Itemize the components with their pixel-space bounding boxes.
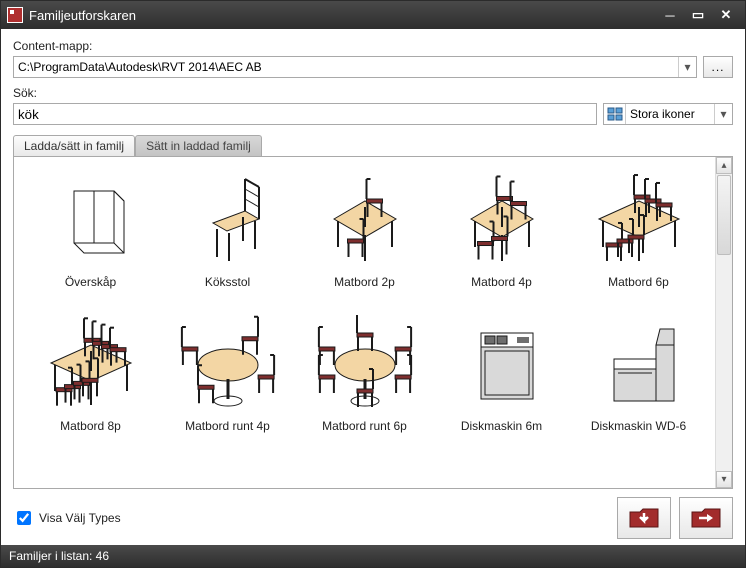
cabinet-icon: [36, 171, 146, 271]
folder-down-icon: [627, 504, 661, 532]
family-item-label: Köksstol: [205, 275, 250, 289]
content-map-label: Content-mapp:: [13, 39, 733, 53]
scroll-thumb[interactable]: [717, 175, 731, 255]
scroll-up-button[interactable]: ▴: [716, 157, 732, 174]
table6-icon: [584, 171, 694, 271]
maximize-button[interactable]: ▭: [685, 6, 711, 24]
tab-load-insert[interactable]: Ladda/sätt in familj: [13, 135, 135, 156]
family-item[interactable]: Matbord 6p: [572, 171, 705, 309]
table2-icon: [310, 171, 420, 271]
statusbar: Familjer i listan: 46: [1, 545, 745, 567]
family-item[interactable]: Matbord 8p: [24, 315, 157, 453]
minimize-button[interactable]: ─: [657, 6, 683, 24]
family-item[interactable]: Matbord runt 4p: [161, 315, 294, 453]
round6-icon: [310, 315, 420, 415]
show-types-input[interactable]: [17, 511, 31, 525]
show-types-label: Visa Välj Types: [39, 511, 121, 525]
scroll-down-button[interactable]: ▾: [716, 471, 732, 488]
dishwasher2-icon: [584, 315, 694, 415]
table8-icon: [36, 315, 146, 415]
family-item[interactable]: Matbord 4p: [435, 171, 568, 309]
insert-button[interactable]: [679, 497, 733, 539]
content-map-value: C:\ProgramData\Autodesk\RVT 2014\AEC AB: [18, 60, 262, 74]
chevron-down-icon: ▾: [678, 57, 696, 77]
app-window: Familjeutforskaren ─ ▭ ✕ Content-mapp: C…: [0, 0, 746, 568]
family-item[interactable]: Diskmaskin WD-6: [572, 315, 705, 453]
family-item-label: Matbord 4p: [471, 275, 532, 289]
tab-insert-loaded[interactable]: Sätt in laddad familj: [135, 135, 262, 156]
family-item-label: Diskmaskin 6m: [461, 419, 542, 433]
content-area: Content-mapp: C:\ProgramData\Autodesk\RV…: [1, 29, 745, 545]
family-item-label: Matbord runt 4p: [185, 419, 270, 433]
family-item[interactable]: Överskåp: [24, 171, 157, 309]
tab-strip: Ladda/sätt in familj Sätt in laddad fami…: [13, 135, 733, 156]
family-item-label: Matbord 6p: [608, 275, 669, 289]
vertical-scrollbar[interactable]: ▴ ▾: [715, 157, 732, 488]
table4-icon: [447, 171, 557, 271]
dishwasher-icon: [447, 315, 557, 415]
family-item[interactable]: Diskmaskin 6m: [435, 315, 568, 453]
folder-right-icon: [689, 504, 723, 532]
family-item-label: Överskåp: [65, 275, 116, 289]
tab-label: Ladda/sätt in familj: [24, 139, 124, 153]
chair-icon: [173, 171, 283, 271]
search-label: Sök:: [13, 86, 733, 100]
content-map-combo[interactable]: C:\ProgramData\Autodesk\RVT 2014\AEC AB …: [13, 56, 697, 78]
view-mode-text: Stora ikoner: [626, 107, 714, 121]
status-text: Familjer i listan: 46: [9, 549, 109, 563]
footer-row: Visa Välj Types: [13, 489, 733, 539]
family-grid: Överskåp Köksstol Matbord 2p: [14, 157, 715, 488]
close-button[interactable]: ✕: [713, 6, 739, 24]
action-buttons: [617, 497, 733, 539]
tab-label: Sätt in laddad familj: [146, 139, 251, 153]
large-icons-icon: [604, 104, 626, 124]
window-title: Familjeutforskaren: [29, 8, 655, 23]
family-item-label: Matbord runt 6p: [322, 419, 407, 433]
search-input[interactable]: [13, 103, 597, 125]
app-icon: [7, 7, 23, 23]
titlebar[interactable]: Familjeutforskaren ─ ▭ ✕: [1, 1, 745, 29]
view-mode-combo[interactable]: Stora ikoner ▾: [603, 103, 733, 125]
show-types-checkbox[interactable]: Visa Välj Types: [13, 508, 121, 528]
browse-button[interactable]: ...: [703, 56, 733, 78]
family-item-label: Matbord 8p: [60, 419, 121, 433]
family-item-label: Diskmaskin WD-6: [591, 419, 686, 433]
round4-icon: [173, 315, 283, 415]
family-item[interactable]: Köksstol: [161, 171, 294, 309]
family-item[interactable]: Matbord runt 6p: [298, 315, 431, 453]
family-list-panel: Överskåp Köksstol Matbord 2p: [13, 156, 733, 489]
family-item[interactable]: Matbord 2p: [298, 171, 431, 309]
chevron-down-icon: ▾: [714, 104, 732, 124]
load-button[interactable]: [617, 497, 671, 539]
family-item-label: Matbord 2p: [334, 275, 395, 289]
browse-label: ...: [711, 60, 724, 74]
